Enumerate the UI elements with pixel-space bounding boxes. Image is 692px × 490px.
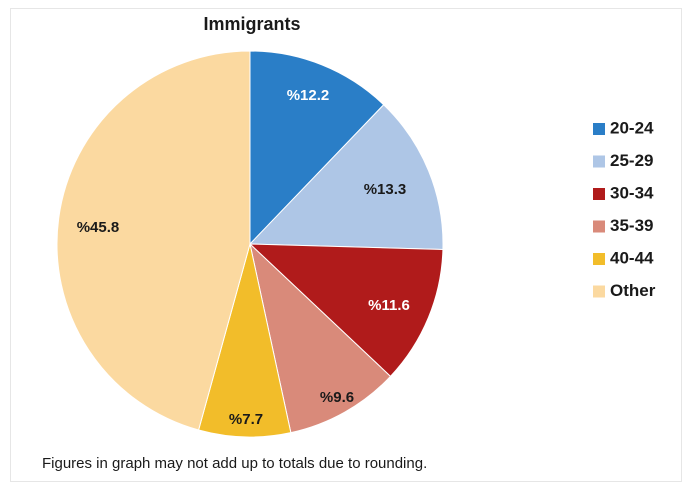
legend-label-20-24: 20-24 xyxy=(610,118,654,137)
legend-label-30-34: 30-34 xyxy=(610,183,654,202)
pie-slice-25-29 xyxy=(248,104,444,250)
legend-swatch-25-29 xyxy=(593,155,605,168)
legend-swatch-20-24 xyxy=(593,123,605,135)
pie-slice-40-44 xyxy=(197,243,292,438)
pie-slice-other xyxy=(56,50,251,431)
slice-label-40-44: %7.7 xyxy=(229,411,263,428)
slice-label-35-39: %9.6 xyxy=(320,389,354,406)
legend-swatch-other xyxy=(593,285,605,298)
legend-swatch-30-34 xyxy=(593,188,605,200)
legend-label-35-39: 35-39 xyxy=(610,216,653,235)
pie-slice-labels: %12.2 %13.3 %11.6 %9.6 %7.7 %45.8 xyxy=(77,87,410,428)
chart-title: Immigrants xyxy=(203,14,300,34)
footnote: Figures in graph may not add up to total… xyxy=(42,455,428,472)
slice-label-20-24: %12.2 xyxy=(287,87,330,104)
legend-label-40-44: 40-44 xyxy=(610,248,654,267)
legend-swatch-35-39 xyxy=(593,220,605,233)
pie-slices xyxy=(56,50,444,438)
pie-slice-35-39 xyxy=(249,242,392,434)
legend: 20-24 25-29 30-34 35-39 40-44 Other xyxy=(593,118,656,300)
slice-label-25-29: %13.3 xyxy=(364,181,407,198)
slice-label-other: %45.8 xyxy=(77,219,120,236)
pie-slice-30-34 xyxy=(248,243,444,378)
legend-swatch-40-44 xyxy=(593,253,605,265)
legend-label-25-29: 25-29 xyxy=(610,151,653,170)
slice-label-30-34: %11.6 xyxy=(368,297,410,314)
legend-label-other: Other xyxy=(610,281,656,300)
pie-slice-20-24 xyxy=(249,50,385,246)
